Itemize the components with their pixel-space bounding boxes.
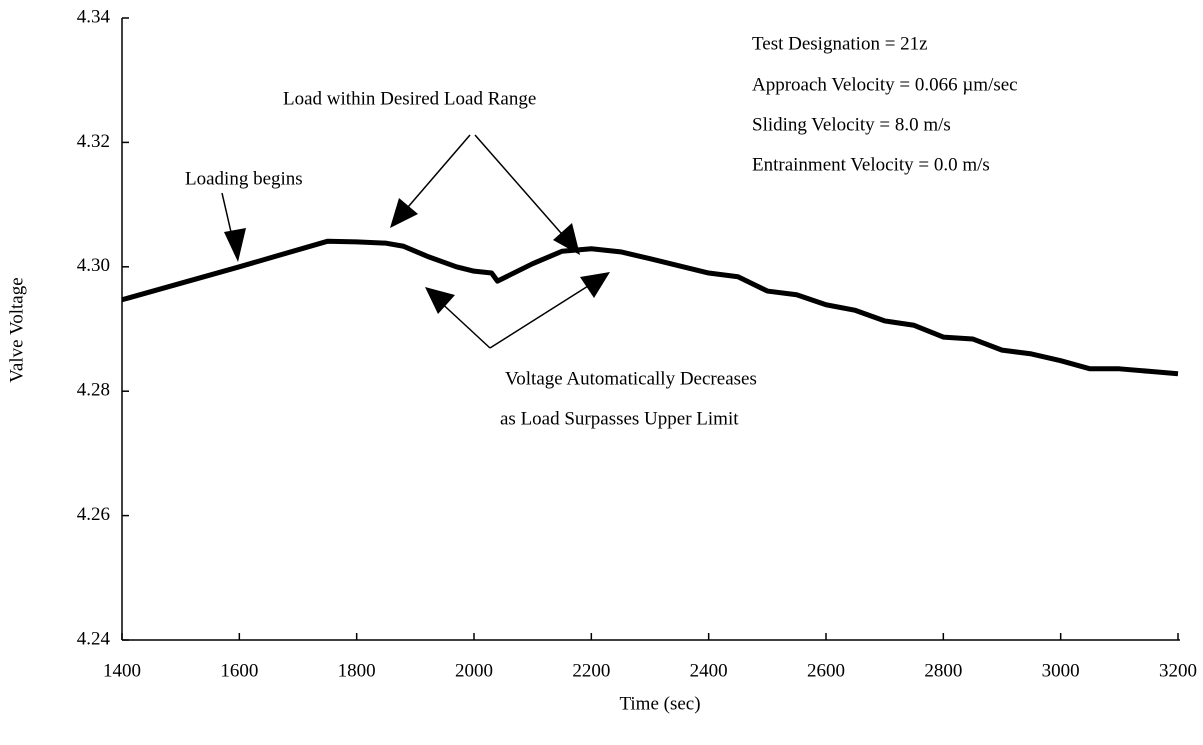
y-tick-label: 4.28: [77, 380, 110, 401]
annotation: Voltage Automatically Decreases: [505, 368, 757, 389]
annotation: Loading begins: [185, 168, 303, 189]
x-tick-label: 1800: [338, 660, 376, 681]
y-tick-label: 4.34: [77, 6, 111, 27]
x-tick-label: 2000: [455, 660, 493, 681]
y-tick-label: 4.26: [77, 504, 110, 525]
arrows: [221, 134, 610, 349]
x-tick-label: 2600: [807, 660, 845, 681]
x-axis-label: Time (sec): [619, 693, 700, 714]
y-tick-label: 4.32: [77, 131, 110, 152]
x-tick-label: 1400: [103, 660, 141, 681]
y-tick-label: 4.24: [77, 628, 111, 649]
x-tick-label: 2200: [572, 660, 610, 681]
annotation: Sliding Velocity = 8.0 m/s: [752, 114, 951, 135]
x-tick-label: 2400: [690, 660, 728, 681]
x-tick-label: 2800: [924, 660, 962, 681]
x-tick-label: 1600: [220, 660, 258, 681]
annotation: Test Designation = 21z: [752, 33, 928, 54]
x-tick-label: 3200: [1159, 660, 1197, 681]
data-line: [121, 238, 1179, 377]
annotation: Entrainment Velocity = 0.0 m/s: [752, 154, 990, 175]
y-axis-label: Valve Voltage: [6, 277, 27, 382]
y-tick-label: 4.30: [77, 255, 110, 276]
annotation: as Load Surpasses Upper Limit: [500, 408, 739, 429]
annotation: Approach Velocity = 0.066 µm/sec: [752, 74, 1018, 95]
x-tick-label: 3000: [1042, 660, 1080, 681]
annotation: Load within Desired Load Range: [283, 88, 536, 109]
